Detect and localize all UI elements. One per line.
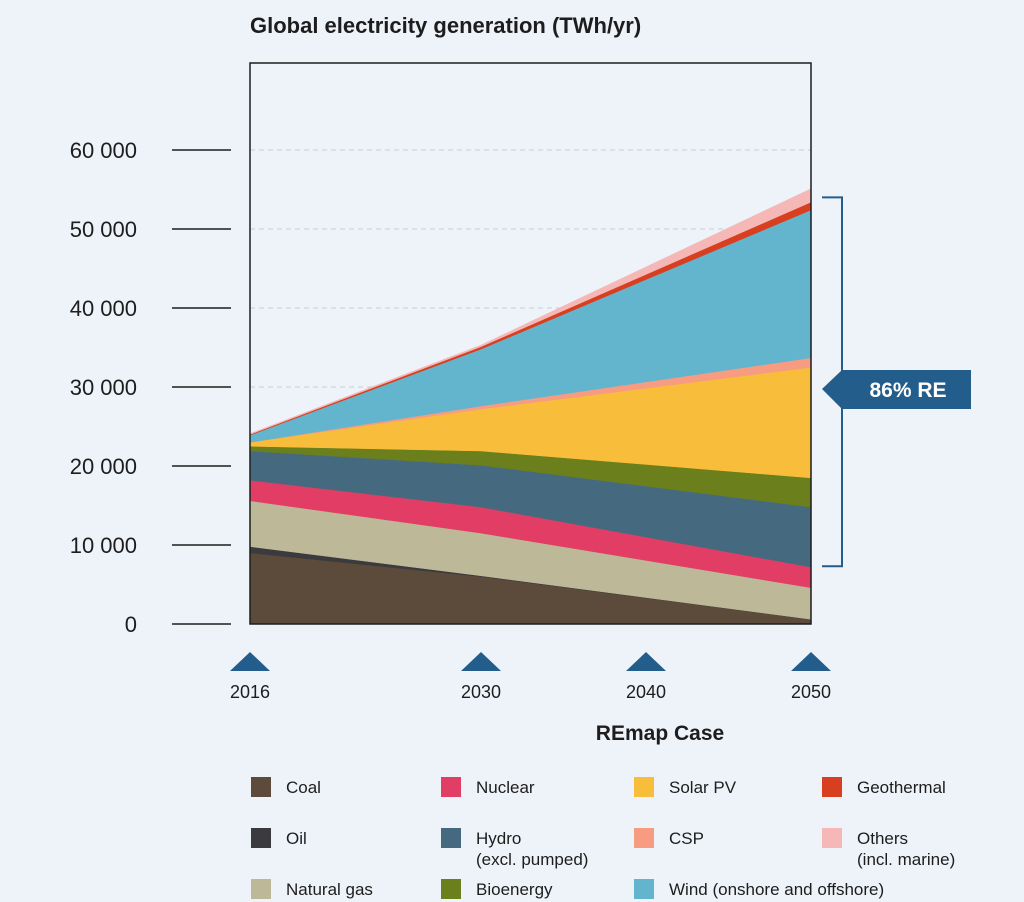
legend-label: Solar PV (669, 778, 737, 797)
legend-item: Coal (251, 777, 321, 797)
legend-item: Hydro (excl. pumped) (441, 828, 588, 869)
y-tick-label: 50 000 (70, 217, 137, 242)
badge (822, 370, 971, 409)
legend-label: Oil (286, 829, 307, 848)
legend-swatch (822, 828, 842, 848)
legend-swatch (251, 777, 271, 797)
x-tick-label: 2030 (461, 682, 501, 702)
legend-swatch (251, 828, 271, 848)
year-marker-icon (626, 652, 666, 671)
legend-swatch (441, 777, 461, 797)
legend-label: Wind (onshore and offshore) (669, 880, 884, 899)
y-tick-label: 0 (125, 612, 137, 637)
legend-label: Geothermal (857, 778, 946, 797)
x-axis: 2016 2030 2040 2050 (230, 652, 831, 702)
y-tick-label: 60 000 (70, 138, 137, 163)
x-axis-label: REmap Case (596, 722, 724, 745)
legend: Coal Nuclear Solar PV Geothermal Oil Hydro (ex… (251, 777, 955, 899)
plot-frame (249, 62, 812, 625)
legend-item: Others (incl. marine) (822, 828, 955, 869)
areas (249, 188, 812, 625)
y-tick-label: 10 000 (70, 533, 137, 558)
year-marker-icon (230, 652, 270, 671)
legend-item: Wind (onshore and offshore) (634, 879, 884, 899)
x-tick-label: 2040 (626, 682, 666, 702)
chart-title: Global electricity generation (TWh/yr) (250, 13, 641, 38)
legend-label: Hydro (excl. pumped) (476, 829, 588, 869)
legend-item: Oil (251, 828, 307, 848)
legend-label: Others (incl. marine) (857, 829, 955, 869)
legend-swatch (634, 828, 654, 848)
y-tick-label: 20 000 (70, 454, 137, 479)
x-tick-label: 2016 (230, 682, 270, 702)
re-share-annotation: 86% RE (822, 196, 971, 568)
legend-item: Solar PV (634, 777, 737, 797)
legend-label: CSP (669, 829, 704, 848)
y-axis: 0 10 000 20 000 30 000 40 000 50 000 60 000 (70, 138, 231, 637)
legend-item: Bioenergy (441, 879, 553, 899)
year-marker-icon (791, 652, 831, 671)
badge-label: 86% RE (869, 379, 946, 402)
legend-swatch (251, 879, 271, 899)
legend-swatch (634, 879, 654, 899)
legend-item: Nuclear (441, 777, 535, 797)
y-tick-label: 40 000 (70, 296, 137, 321)
legend-swatch (441, 828, 461, 848)
legend-swatch (822, 777, 842, 797)
legend-item: Natural gas (251, 879, 373, 899)
legend-label: Natural gas (286, 880, 373, 899)
year-marker-icon (461, 652, 501, 671)
legend-swatch (441, 879, 461, 899)
legend-item: Geothermal (822, 777, 946, 797)
legend-item: CSP (634, 828, 704, 848)
legend-swatch (634, 777, 654, 797)
x-tick-label: 2050 (791, 682, 831, 702)
legend-label: Nuclear (476, 778, 535, 797)
legend-label: Coal (286, 778, 321, 797)
legend-label: Bioenergy (476, 880, 553, 899)
y-tick-label: 30 000 (70, 375, 137, 400)
